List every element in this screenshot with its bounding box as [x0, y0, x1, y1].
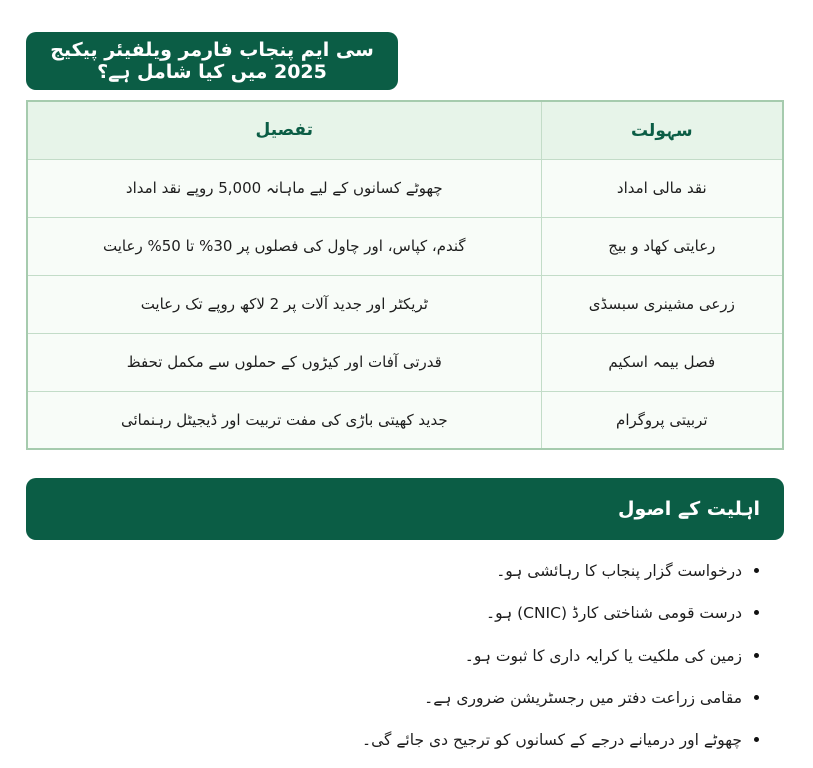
detail-cell: گندم، کپاس، اور چاول کی فصلوں پر 30% تا … — [26, 216, 542, 276]
eligibility-item: درست قومی شناختی کارڈ (CNIC) ہو۔ — [26, 604, 742, 622]
table-row: فصل بیمہ اسکیم قدرتی آفات اور کیڑوں کے ح… — [26, 332, 784, 392]
package-header-banner: سی ایم پنجاب فارمر ویلفیئر پیکیج 2025 می… — [26, 32, 398, 90]
eligibility-list: درخواست گزار پنجاب کا رہائشی ہو۔ درست قو… — [26, 562, 764, 749]
package-header-title: سی ایم پنجاب فارمر ویلفیئر پیکیج 2025 می… — [50, 39, 374, 83]
eligibility-header-title: اہلیت کے اصول — [618, 498, 760, 520]
facility-cell: فصل بیمہ اسکیم — [540, 332, 784, 392]
detail-cell: ٹریکٹر اور جدید آلات پر 2 لاکھ روپے تک ر… — [26, 274, 542, 334]
eligibility-item: درخواست گزار پنجاب کا رہائشی ہو۔ — [26, 562, 742, 580]
eligibility-item: چھوٹے اور درمیانے درجے کے کسانوں کو ترجی… — [26, 731, 742, 749]
eligibility-header-banner: اہلیت کے اصول — [26, 478, 784, 540]
benefits-table-body: نقد مالی امداد چھوٹے کسانوں کے لیے ماہان… — [26, 158, 784, 450]
table-row: نقد مالی امداد چھوٹے کسانوں کے لیے ماہان… — [26, 158, 784, 218]
table-header-row: سہولت تفصیل — [26, 100, 784, 160]
detail-cell: چھوٹے کسانوں کے لیے ماہانہ 5,000 روپے نق… — [26, 158, 542, 218]
facility-cell: تربیتی پروگرام — [540, 390, 784, 450]
detail-column-header: تفصیل — [26, 100, 542, 160]
table-row: رعایتی کھاد و بیج گندم، کپاس، اور چاول ک… — [26, 216, 784, 276]
eligibility-item: مقامی زراعت دفتر میں رجسٹریشن ضروری ہے۔ — [26, 689, 742, 707]
detail-cell: قدرتی آفات اور کیڑوں کے حملوں سے مکمل تح… — [26, 332, 542, 392]
benefits-table-head: سہولت تفصیل — [26, 100, 784, 160]
facility-cell: نقد مالی امداد — [540, 158, 784, 218]
facility-column-header: سہولت — [540, 100, 784, 160]
facility-cell: زرعی مشینری سبسڈی — [540, 274, 784, 334]
benefits-table: سہولت تفصیل نقد مالی امداد چھوٹے کسانوں … — [26, 100, 784, 450]
table-row: تربیتی پروگرام جدید کھیتی باڑی کی مفت تر… — [26, 390, 784, 450]
eligibility-item: زمین کی ملکیت یا کرایہ داری کا ثبوت ہو۔ — [26, 647, 742, 664]
facility-cell: رعایتی کھاد و بیج — [540, 216, 784, 276]
table-row: زرعی مشینری سبسڈی ٹریکٹر اور جدید آلات پ… — [26, 274, 784, 334]
detail-cell: جدید کھیتی باڑی کی مفت تربیت اور ڈیجیٹل … — [26, 390, 542, 450]
